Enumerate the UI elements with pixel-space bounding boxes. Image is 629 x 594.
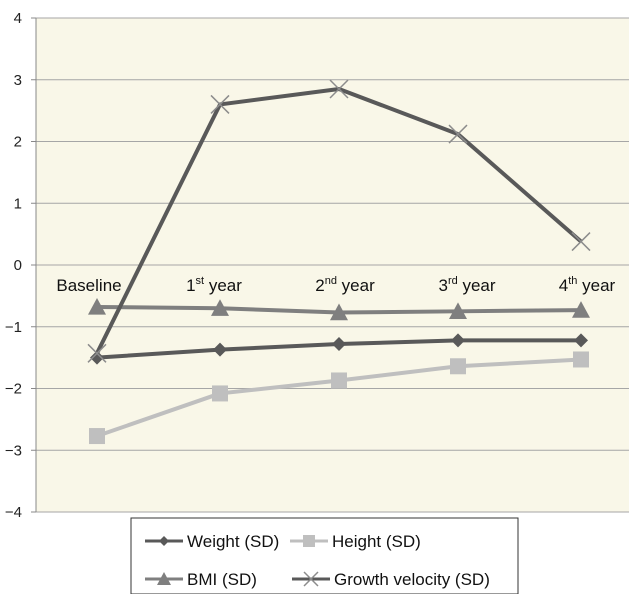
x-marker-stroke — [448, 124, 468, 144]
x-marker-stroke — [303, 571, 319, 587]
legend-label: Weight (SD) — [187, 532, 279, 551]
legend-swatch-marker — [159, 536, 169, 546]
legend-item-growth-velocity-sd: Growth velocity (SD) — [292, 570, 490, 589]
data-point — [332, 337, 346, 352]
y-tick-label: −4 — [5, 504, 22, 521]
category-label: 2nd year — [315, 275, 375, 295]
legend-item-weight-sd: Weight (SD) — [145, 532, 279, 551]
category-label-base: 1 — [186, 276, 195, 295]
data-point — [211, 299, 229, 316]
category-label: 4th year — [559, 275, 616, 295]
data-point — [210, 94, 230, 114]
category-label-sup: st — [196, 275, 205, 287]
data-point — [448, 124, 468, 144]
data-point — [89, 428, 105, 445]
data-point — [90, 350, 104, 365]
data-point — [329, 79, 349, 99]
category-label: 1st year — [186, 275, 242, 295]
x-marker-stroke — [87, 343, 107, 363]
data-point — [449, 302, 467, 319]
series-height-sd — [89, 351, 589, 445]
legend-label: BMI (SD) — [187, 570, 257, 589]
series-layer — [87, 79, 591, 445]
data-point — [450, 358, 466, 375]
data-point — [571, 232, 591, 252]
legend-item-height-sd: Height (SD) — [290, 532, 421, 551]
y-tick-label: 1 — [14, 195, 22, 212]
data-point — [331, 372, 347, 389]
y-tick-label: 3 — [14, 72, 22, 89]
category-label-sup: nd — [325, 275, 337, 287]
category-label-sup: rd — [448, 275, 458, 287]
category-label-tail: year — [337, 276, 375, 295]
y-tick-label: −1 — [5, 319, 22, 336]
category-label-base: 4 — [559, 276, 568, 295]
legend: Weight (SD) Height (SD) BMI (SD) Growth vel… — [145, 532, 490, 589]
category-label-base: Baseline — [56, 276, 121, 295]
data-point — [330, 303, 348, 321]
series-growth-velocity-sd — [87, 79, 591, 363]
y-tick-label: 2 — [14, 134, 22, 151]
series-weight-sd — [90, 333, 588, 365]
category-label-tail: year — [204, 276, 242, 295]
legend-swatch-marker — [303, 571, 319, 587]
category-label-base: 2 — [315, 276, 324, 295]
y-tick-label: −2 — [5, 381, 22, 398]
data-point — [212, 385, 228, 402]
category-label: Baseline — [56, 276, 121, 295]
legend-swatch-marker — [157, 572, 171, 585]
category-label-tail: year — [458, 276, 496, 295]
category-label-tail: year — [577, 276, 615, 295]
data-point — [88, 297, 106, 315]
y-tick-labels: 4 3 2 1 0 −1 −2 −3 −4 — [5, 10, 22, 521]
x-marker-stroke — [329, 79, 349, 99]
legend-label: Growth velocity (SD) — [334, 570, 490, 589]
legend-label: Height (SD) — [332, 532, 421, 551]
y-tick-label: 0 — [14, 257, 22, 274]
series-bmi-sd — [88, 297, 590, 321]
x-marker-stroke — [210, 94, 230, 114]
legend-swatch-marker — [303, 535, 315, 547]
y-tick-label: 4 — [14, 10, 22, 27]
x-marker-stroke — [571, 232, 591, 252]
y-tick-label: −3 — [5, 442, 22, 459]
category-labels: Baseline 1st year 2nd year 3rd year 4th year — [56, 275, 615, 295]
category-label-base: 3 — [438, 276, 447, 295]
data-point — [574, 333, 588, 348]
data-point — [451, 333, 465, 348]
data-point — [572, 301, 590, 318]
grid-lines — [31, 17, 629, 513]
category-label: 3rd year — [438, 275, 495, 295]
data-point — [87, 343, 107, 363]
legend-box — [130, 517, 519, 594]
data-point — [213, 342, 227, 357]
legend-item-bmi-sd: BMI (SD) — [145, 570, 257, 589]
data-point — [573, 351, 589, 368]
category-label-sup: th — [568, 275, 577, 287]
